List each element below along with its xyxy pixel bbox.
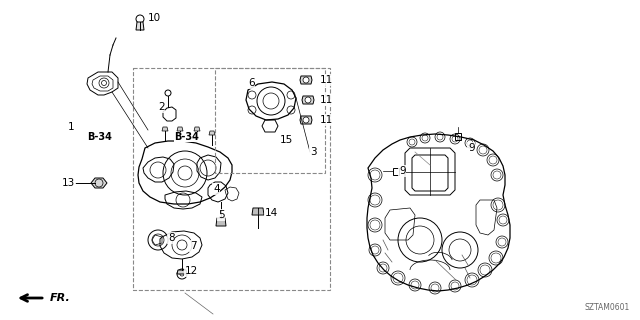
- Text: 9: 9: [399, 166, 406, 176]
- Polygon shape: [194, 127, 200, 131]
- Polygon shape: [300, 76, 312, 84]
- Polygon shape: [177, 270, 187, 274]
- Circle shape: [303, 77, 309, 83]
- Text: SZTAM0601: SZTAM0601: [585, 303, 630, 312]
- Text: 11: 11: [320, 95, 333, 105]
- Polygon shape: [209, 131, 215, 135]
- Circle shape: [305, 97, 311, 103]
- Text: 10: 10: [148, 13, 161, 23]
- Text: 14: 14: [265, 208, 278, 218]
- Text: B-34: B-34: [175, 132, 200, 142]
- Polygon shape: [252, 208, 264, 215]
- Text: 8: 8: [168, 233, 175, 243]
- Text: 1: 1: [68, 122, 75, 132]
- Polygon shape: [300, 116, 312, 124]
- Text: 13: 13: [62, 178, 76, 188]
- Text: 11: 11: [320, 75, 333, 85]
- Polygon shape: [216, 218, 226, 226]
- Bar: [215, 68, 325, 173]
- Text: 3: 3: [310, 147, 317, 157]
- Text: 2: 2: [158, 102, 164, 112]
- Text: 5: 5: [218, 210, 225, 220]
- Bar: [133, 68, 330, 290]
- Text: B-34: B-34: [88, 132, 113, 142]
- Text: 6: 6: [248, 78, 255, 88]
- Polygon shape: [302, 96, 314, 104]
- Text: 11: 11: [320, 115, 333, 125]
- Text: 9: 9: [468, 143, 475, 153]
- Text: 7: 7: [190, 241, 196, 251]
- Polygon shape: [91, 178, 107, 188]
- Text: 12: 12: [185, 266, 198, 276]
- Polygon shape: [177, 127, 183, 131]
- Polygon shape: [136, 22, 144, 30]
- Text: FR.: FR.: [50, 293, 71, 303]
- Text: 4: 4: [213, 184, 220, 194]
- Text: 15: 15: [280, 135, 293, 145]
- Circle shape: [303, 117, 309, 123]
- Polygon shape: [162, 127, 168, 131]
